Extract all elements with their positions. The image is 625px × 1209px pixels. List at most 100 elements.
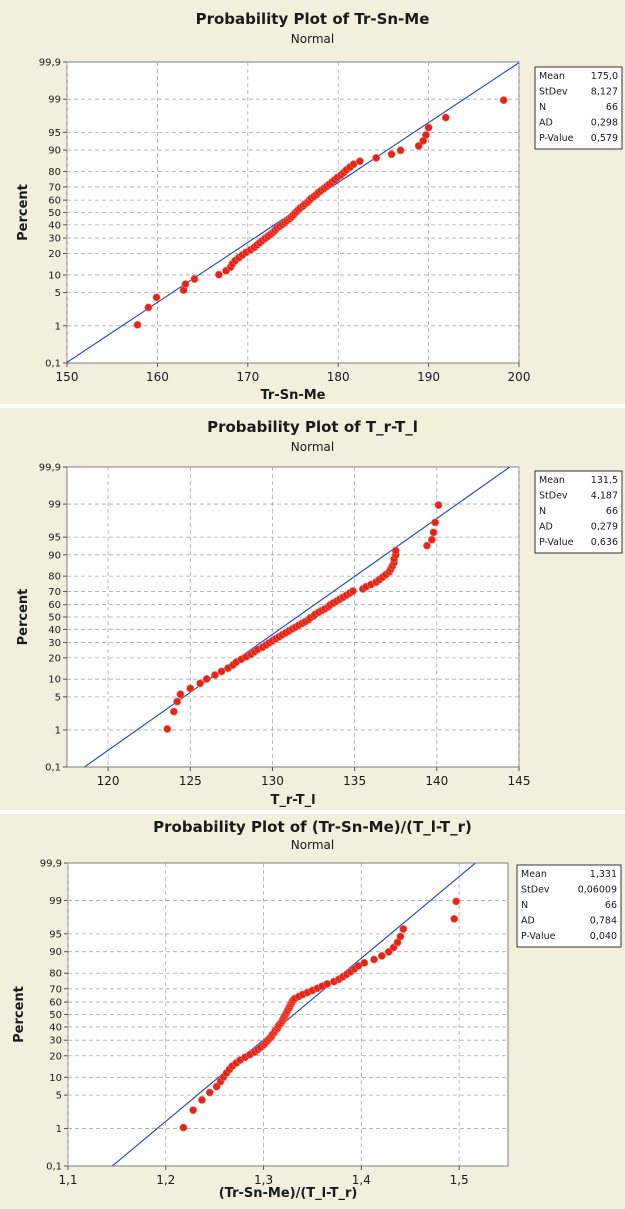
stat-label: AD: [539, 522, 553, 533]
stat-value: 0,279: [591, 522, 618, 533]
y-tick-label: 99: [48, 500, 61, 511]
stat-value: 0,06009: [578, 885, 617, 896]
y-tick-label: 0,1: [46, 1162, 62, 1173]
stat-label: P-Value: [521, 931, 556, 942]
x-axis-label: Tr-Sn-Me: [260, 388, 325, 403]
y-tick-label: 99: [48, 95, 61, 106]
x-tick-label: 135: [343, 774, 366, 788]
data-point: [190, 275, 199, 283]
stat-value: 1,331: [590, 869, 617, 880]
x-tick-label: 140: [425, 774, 448, 788]
data-point: [372, 153, 381, 162]
y-tick-label: 80: [48, 572, 61, 583]
y-tick-label: 80: [49, 969, 62, 980]
data-point: [431, 518, 440, 527]
y-tick-label: 5: [56, 1091, 62, 1102]
y-tick-label: 10: [48, 675, 61, 686]
stat-label: Mean: [539, 71, 565, 82]
x-tick-label: 200: [508, 370, 531, 384]
y-tick-label: 95: [48, 128, 61, 139]
x-tick-label: 160: [146, 370, 169, 384]
y-tick-label: 60: [48, 196, 61, 207]
stat-value: 4,187: [591, 491, 618, 502]
x-tick-label: 190: [417, 370, 440, 384]
x-tick-label: 1,3: [254, 1173, 273, 1187]
y-axis-label: Percent: [16, 589, 31, 646]
stats-box: [516, 864, 622, 948]
data-point: [349, 587, 357, 595]
y-axis-label: Percent: [16, 184, 31, 241]
stat-label: AD: [521, 916, 535, 927]
data-point: [133, 320, 142, 329]
x-tick-label: 1,2: [156, 1173, 175, 1187]
y-axis-label: Percent: [12, 986, 27, 1043]
fit-line: [84, 467, 511, 767]
chart-title: Probability Plot of T_r-T_l: [207, 418, 418, 436]
data-point: [144, 303, 153, 312]
y-tick-label: 50: [49, 1010, 62, 1021]
y-tick-label: 40: [48, 625, 61, 636]
stat-label: Mean: [539, 475, 565, 486]
chart-subtitle: Normal: [291, 838, 334, 852]
chart-svg-2: Probability Plot of T_r-T_l Normal 0,1 1 5 10…: [16, 418, 623, 808]
x-tick-label: 1,4: [352, 1173, 371, 1187]
y-tick-label: 95: [48, 533, 61, 544]
y-tick-label: 1: [56, 1124, 62, 1135]
fit-line: [111, 863, 476, 1166]
y-tick-label: 70: [49, 984, 62, 995]
stat-value: 0,040: [590, 931, 617, 942]
data-point: [360, 958, 369, 967]
data-point: [421, 131, 430, 139]
y-tick-label: 30: [48, 234, 61, 245]
y-tick-label: 50: [48, 613, 61, 624]
y-tick-label: 20: [48, 653, 61, 664]
data-point: [370, 955, 378, 964]
stat-label: P-Value: [539, 537, 574, 548]
x-tick-label: 1,5: [450, 1173, 469, 1187]
y-tick-label: 70: [48, 587, 61, 598]
data-point: [163, 725, 172, 733]
data-point: [189, 1106, 198, 1114]
x-tick-label: 1,1: [58, 1173, 77, 1187]
data-point: [427, 535, 436, 544]
chart-svg-3: Probability Plot of (Tr-Sn-Me)/(T_l-T_r)…: [12, 818, 622, 1201]
stat-value: 0,579: [591, 133, 618, 144]
stat-value: 66: [606, 102, 618, 113]
y-tick-label: 99,9: [40, 859, 62, 870]
y-tick-label: 60: [49, 998, 62, 1009]
prob-plot-2: Probability Plot of T_r-T_l Normal 0,1 1 5 10…: [0, 408, 625, 810]
data-point: [387, 150, 396, 159]
x-tick-label: 150: [56, 370, 79, 384]
data-point: [499, 96, 508, 105]
chart-svg-1: Probability Plot of Tr-Sn-Me Normal 0,1 1 5 1…: [16, 10, 623, 403]
data-point: [176, 690, 185, 699]
data-point: [424, 123, 433, 132]
stat-value: 0,636: [591, 537, 618, 548]
y-tick-label: 40: [48, 220, 61, 231]
stat-label: P-Value: [539, 133, 574, 144]
data-point: [452, 897, 461, 906]
stat-label: StDev: [521, 885, 550, 896]
data-point: [152, 293, 161, 302]
y-tick-label: 90: [49, 947, 62, 958]
y-tick-label: 30: [49, 1036, 62, 1047]
data-point: [399, 925, 408, 933]
x-tick-label: 145: [508, 774, 531, 788]
data-point: [179, 1123, 188, 1132]
data-point: [202, 675, 211, 683]
y-tick-label: 99,9: [39, 58, 61, 69]
stat-label: StDev: [539, 491, 568, 502]
chart-title: Probability Plot of (Tr-Sn-Me)/(T_l-T_r): [153, 818, 472, 836]
y-tick-label: 10: [49, 1073, 62, 1084]
x-tick-label: 170: [236, 370, 259, 384]
data-point: [205, 1088, 214, 1097]
y-tick-label: 80: [48, 167, 61, 178]
y-tick-label: 30: [48, 638, 61, 649]
data-point: [186, 684, 195, 693]
stat-label: N: [539, 506, 546, 517]
data-point: [434, 501, 443, 509]
prob-plot-1: Probability Plot of Tr-Sn-Me Normal 0,1 1 5 1…: [0, 0, 625, 404]
y-tick-label: 0,1: [45, 359, 61, 370]
x-tick-label: 180: [327, 370, 350, 384]
y-tick-label: 1: [55, 321, 61, 332]
